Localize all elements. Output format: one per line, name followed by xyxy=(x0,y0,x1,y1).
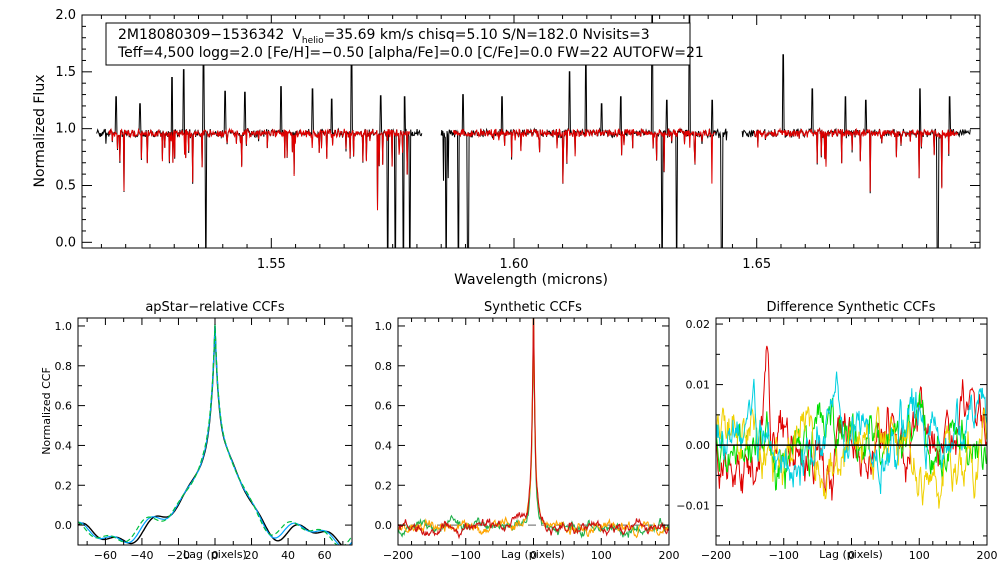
apstar-ytick-label: 0.8 xyxy=(55,360,73,373)
difference-title: Difference Synthetic CCFs xyxy=(766,300,935,315)
apstar-ticks: −60 −40 −20 0 20 40 60 0.0 0.2 0.4 0.6 0.8 1.0 xyxy=(55,318,352,562)
difference-xlabel: Lag (pixels) xyxy=(819,548,883,561)
difference-xtick-label: 0 xyxy=(848,549,855,562)
apstar-xlabel: Lag (pixels) xyxy=(183,548,247,561)
difference-xtick-label: 100 xyxy=(909,549,930,562)
difference-ytick-label: 0.02 xyxy=(686,318,711,331)
star-id: 2M18080309−1536342 xyxy=(118,27,284,43)
header-box xyxy=(105,22,691,66)
apstar-xtick-label: −60 xyxy=(94,549,117,562)
spectrum-ytick-label: 2.0 xyxy=(55,8,76,23)
difference-ytick-label: 0.01 xyxy=(686,379,711,392)
synthetic-ccf-line xyxy=(398,318,669,540)
model-spectrum-chip xyxy=(108,127,410,211)
synthetic-xtick-label: −200 xyxy=(383,549,413,562)
difference-xtick-label: −100 xyxy=(769,549,799,562)
synthetic-ytick-label: 0.0 xyxy=(375,519,393,532)
difference-xtick-label: −200 xyxy=(701,549,731,562)
header-line-1: 2M18080309−1536342 Vhelio=35.69 km/s chis… xyxy=(118,27,650,46)
apstar-ytick-label: 0.2 xyxy=(55,479,73,492)
spectrum-ticks: 1.55 1.60 1.65 0.0 0.5 1.0 1.5 2.0 xyxy=(55,8,980,272)
apstar-ytick-label: 1.0 xyxy=(55,320,73,333)
v-helio-symbol: V xyxy=(292,27,302,43)
spectrum-xlabel: Wavelength (microns) xyxy=(454,272,608,288)
difference-ytick-label: −0.01 xyxy=(676,500,710,513)
apstar-xtick-label: 0 xyxy=(212,549,219,562)
apstar-ccf-panel: −60 −40 −20 0 20 40 60 0.0 0.2 0.4 0.6 0.8 1.0 apSta… xyxy=(40,300,353,562)
spectrum-ytick-label: 0.5 xyxy=(55,178,76,193)
apstar-xtick-label: −20 xyxy=(167,549,190,562)
spectrum-ylabel: Normalized Flux xyxy=(32,75,48,188)
synthetic-title: Synthetic CCFs xyxy=(484,300,582,315)
apstar-ytick-label: 0.4 xyxy=(55,439,73,452)
spectrum-xtick-label: 1.65 xyxy=(742,257,771,272)
spectrum-ytick-label: 1.0 xyxy=(55,122,76,137)
difference-ytick-label: 0.00 xyxy=(686,439,711,452)
synthetic-ytick-label: 0.4 xyxy=(375,439,393,452)
synthetic-ccf-series xyxy=(398,318,669,540)
spectrum-xtick-label: 1.55 xyxy=(257,257,286,272)
apstar-xtick-label: 20 xyxy=(245,549,259,562)
apstar-xtick-label: −40 xyxy=(130,549,153,562)
difference-ccf-series xyxy=(716,345,987,509)
synthetic-ytick-label: 0.8 xyxy=(375,360,393,373)
apstar-xtick-label: 40 xyxy=(281,549,295,562)
apstar-ytick-label: 0.6 xyxy=(55,400,73,413)
model-spectrum-chip xyxy=(753,127,959,192)
apstar-xtick-label: 60 xyxy=(318,549,332,562)
synthetic-xtick-label: −100 xyxy=(451,549,481,562)
spectrum-ytick-label: 1.5 xyxy=(55,65,76,80)
spectrum-series xyxy=(96,15,971,248)
difference-xtick-label: 200 xyxy=(977,549,998,562)
synthetic-xtick-label: 100 xyxy=(591,549,612,562)
header-stats: =35.69 km/s chisq=5.10 S/N=182.0 Nvisits… xyxy=(324,27,650,43)
synthetic-ytick-label: 0.6 xyxy=(375,400,393,413)
synthetic-ticks: −200 −100 0 100 200 0.0 0.2 0.4 0.6 0.8 1.0 xyxy=(375,318,680,562)
synthetic-xtick-label: 0 xyxy=(530,549,537,562)
apstar-ylabel: Normalized CCF xyxy=(40,367,53,455)
difference-ccf-panel: −200 −100 0 100 200 −0.01 0.00 0.01 0.02 Differe… xyxy=(676,300,997,562)
spectrum-ytick-label: 0.0 xyxy=(55,235,76,250)
difference-ticks: −200 −100 0 100 200 −0.01 0.00 0.01 0.02 xyxy=(676,318,998,562)
synthetic-xlabel: Lag (pixels) xyxy=(501,548,565,561)
synthetic-ccf-panel: −200 −100 0 100 200 0.0 0.2 0.4 0.6 0.8 1.0 Synthe… xyxy=(375,300,680,562)
synthetic-ytick-label: 0.2 xyxy=(375,479,393,492)
difference-ccf-line xyxy=(716,371,987,495)
apstar-title: apStar−relative CCFs xyxy=(145,300,285,315)
spectrum-xtick-label: 1.60 xyxy=(500,257,529,272)
synthetic-xtick-label: 200 xyxy=(659,549,680,562)
header-line-2: Teff=4,500 logg=2.0 [Fe/H]=−0.50 [alpha/… xyxy=(117,45,704,61)
synthetic-ytick-label: 1.0 xyxy=(375,320,393,333)
model-spectrum-chip xyxy=(452,127,716,184)
v-helio-subscript: helio xyxy=(302,36,324,46)
apstar-ytick-label: 0.0 xyxy=(55,519,73,532)
spectrum-panel: 1.55 1.60 1.65 0.0 0.5 1.0 1.5 2.0 2M18080309−1… xyxy=(32,8,981,288)
spectrum-plot-frame xyxy=(81,14,981,249)
